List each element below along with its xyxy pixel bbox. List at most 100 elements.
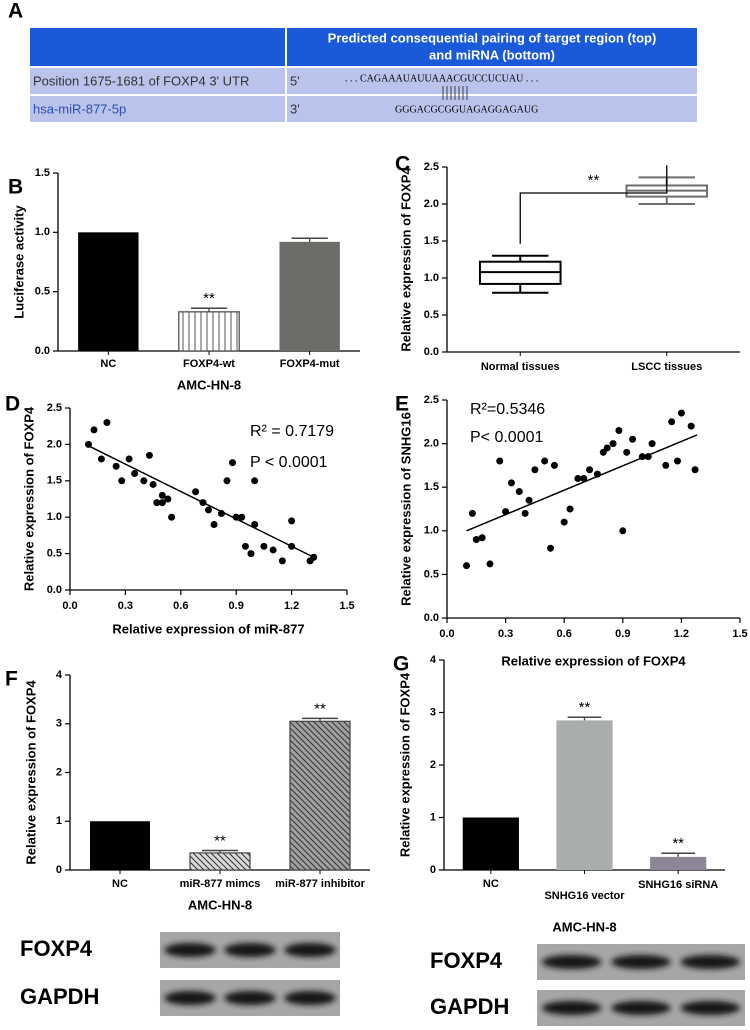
panel-letter: F (5, 668, 18, 691)
y-axis-label: Relative expression of FOXP4 (397, 672, 412, 857)
point (210, 520, 218, 528)
significance-bracket (519, 165, 668, 244)
point (149, 480, 157, 488)
y-tick-label: 1 (56, 815, 62, 827)
x-tick-label: 1.5 (732, 628, 747, 640)
table-cell: hsa-miR-877-5p (33, 101, 126, 116)
x-axis-label: Relative expression of miR-877 (112, 621, 304, 636)
point (515, 488, 523, 496)
table-cell: Position 1675-1681 of FOXP4 3' UTR (33, 73, 249, 88)
point (168, 513, 176, 521)
x-tick-label: 1.2 (674, 628, 689, 640)
point (580, 474, 588, 482)
point (560, 518, 568, 526)
panel-letter: A (8, 0, 23, 23)
point (547, 544, 555, 552)
y-tick-label: 2.0 (47, 438, 62, 450)
x-tick-label: LSCC tissues (631, 361, 702, 373)
y-tick-label: 0.0 (35, 345, 50, 357)
y-tick-label: 1.0 (424, 272, 439, 284)
y-tick-label: 0.0 (424, 612, 439, 624)
point (251, 477, 259, 485)
x-tick-label: SNHG16 siRNA (638, 879, 718, 891)
bar (189, 852, 251, 871)
point (468, 509, 476, 517)
point (677, 409, 685, 417)
x-tick-label: 1.2 (284, 600, 299, 612)
point (566, 505, 574, 513)
y-tick-label: 0 (56, 864, 62, 876)
y-axis-label: Relative expression of FOXP4 (23, 680, 38, 865)
x-axis-label: AMC-HN-8 (188, 897, 252, 912)
point (158, 491, 166, 499)
significance: ** (214, 832, 226, 849)
point (496, 457, 504, 465)
x-tick-label: 0.0 (439, 628, 454, 640)
y-axis-label: Relative expression of SNHG16 (398, 412, 413, 606)
x-tick-label: 0.9 (615, 628, 630, 640)
bar (78, 232, 139, 351)
x-tick-label: 0.9 (229, 600, 244, 612)
annotation: R² = 0.7179 (250, 423, 334, 440)
point (125, 455, 133, 463)
point (278, 557, 286, 565)
x-tick-label: FOXP4-wt (183, 358, 235, 370)
table-row (30, 68, 697, 94)
base-pairing (442, 86, 468, 100)
point (153, 499, 161, 507)
y-tick-label: 1 (430, 811, 436, 823)
x-tick-label: 0.3 (498, 628, 513, 640)
point (140, 477, 148, 485)
x-tick-label: miR-877 inhibitor (275, 878, 366, 890)
point (623, 448, 631, 456)
point (145, 451, 153, 459)
point (223, 477, 231, 485)
point (541, 457, 549, 465)
blot-label: FOXP4 (20, 936, 93, 961)
point (97, 455, 105, 463)
panel-letter: C (395, 153, 410, 176)
bar (279, 241, 340, 351)
x-tick-label: 1.5 (339, 600, 354, 612)
significance: ** (672, 835, 684, 852)
annotation: P< 0.0001 (470, 429, 544, 446)
y-tick-label: 1.5 (47, 475, 62, 487)
x-axis-label: AMC-HN-8 (177, 377, 241, 392)
x-tick-label: 0.3 (118, 600, 133, 612)
y-tick-label: 4 (430, 654, 437, 666)
blot-band (224, 943, 276, 957)
point (603, 444, 611, 452)
point (586, 466, 594, 474)
sequence: GGGACGCGGUAGAGGAGAUG (395, 104, 538, 115)
y-tick-label: 3 (56, 718, 62, 730)
point (609, 440, 617, 448)
point (205, 506, 212, 514)
point (164, 495, 172, 503)
y-tick-label: 0.5 (35, 286, 50, 298)
y-tick-label: 2.5 (424, 394, 439, 406)
sequence: . . . CAGAAAUAUUAAACGUCCUCUAU . . . (345, 73, 538, 84)
x-tick-label: Normal tissues (481, 361, 560, 373)
point (507, 479, 515, 487)
significance: ** (314, 700, 326, 717)
blot-label: FOXP4 (430, 948, 503, 973)
y-tick-label: 0.0 (424, 346, 439, 358)
point (648, 440, 656, 448)
x-tick-label: NC (100, 358, 116, 370)
panel-letter: B (8, 176, 23, 199)
point (550, 461, 558, 469)
table-row (30, 96, 697, 122)
point (229, 459, 237, 467)
blot-band (611, 1001, 671, 1015)
blot-label: GAPDH (430, 994, 509, 1019)
point (251, 520, 259, 528)
y-tick-label: 1.5 (424, 481, 439, 493)
panel-letter: E (395, 393, 409, 416)
table-header-cell (30, 28, 285, 66)
x-tick-label: SNHG16 vector (544, 890, 625, 902)
blot-band (611, 955, 671, 969)
y-tick-label: 1.0 (35, 226, 50, 238)
significance: ** (588, 172, 600, 189)
x-tick-label: NC (112, 878, 128, 890)
